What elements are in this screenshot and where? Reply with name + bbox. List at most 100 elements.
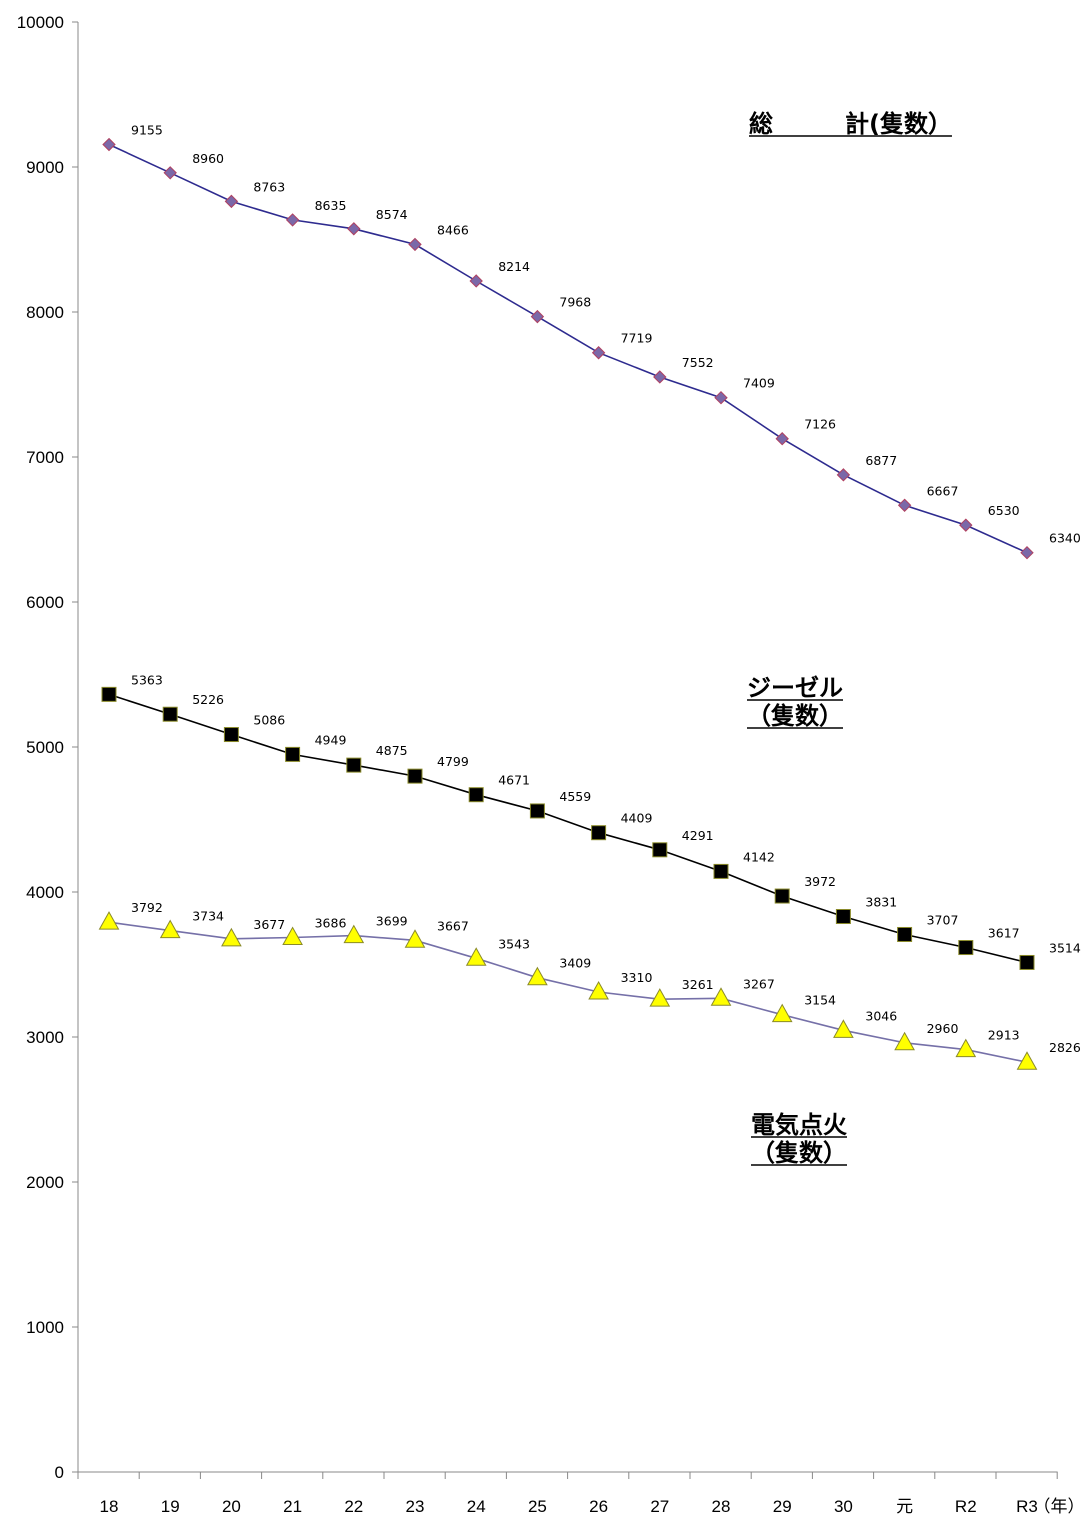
- data-label: 9155: [131, 123, 163, 138]
- x-tick-label: 18: [100, 1497, 119, 1516]
- series-3: 3792 3734 3677 3686 3699 3667 3543 3409 3310 3261…: [98, 900, 1081, 1070]
- data-label: 7968: [559, 295, 591, 310]
- series-1: 9155 8960 8763 8635 8574 8466 8214 7968 7719 7552…: [102, 123, 1081, 560]
- data-label: 3972: [804, 874, 836, 889]
- data-label: 3310: [621, 970, 653, 985]
- data-point: [101, 686, 117, 702]
- data-label: 7719: [621, 331, 653, 346]
- data-point: [404, 929, 426, 948]
- data-point: [224, 194, 239, 209]
- data-label: 3154: [804, 993, 836, 1008]
- data-point: [713, 863, 729, 879]
- legend-label: ジーゼル: [747, 674, 843, 702]
- data-label: 3667: [437, 918, 469, 933]
- x-tick-label: 21: [283, 1497, 302, 1516]
- data-label: 3267: [743, 976, 775, 991]
- data-point: [775, 432, 789, 446]
- data-label: 3831: [865, 895, 897, 910]
- data-point: [407, 768, 423, 784]
- data-point: [343, 924, 365, 944]
- data-point: [98, 911, 120, 930]
- data-point: [1019, 954, 1035, 970]
- y-tick-label: 0: [55, 1463, 64, 1482]
- data-point: [833, 1019, 854, 1038]
- data-point: [282, 926, 303, 946]
- x-tick-label: 29: [773, 1497, 792, 1516]
- data-label: 6530: [988, 503, 1020, 518]
- data-label: 5226: [192, 692, 224, 707]
- data-label: 4949: [315, 732, 347, 747]
- data-point: [652, 842, 668, 858]
- series-line: [108, 143, 1028, 554]
- y-tick-label: 6000: [26, 593, 64, 612]
- data-point: [714, 390, 728, 405]
- y-tick-label: 7000: [26, 448, 64, 467]
- x-tick-label: R2: [955, 1497, 977, 1516]
- data-label: 7409: [743, 376, 775, 391]
- y-tick-label: 2000: [26, 1173, 64, 1192]
- data-point: [346, 757, 362, 773]
- series-line: [108, 921, 1028, 1063]
- series-line: [108, 693, 1028, 964]
- data-label: 7552: [682, 355, 714, 370]
- data-point: [159, 919, 181, 939]
- data-label: 2960: [927, 1021, 959, 1036]
- data-label: 8574: [376, 207, 408, 222]
- data-point: [102, 137, 116, 152]
- data-label: 7126: [804, 417, 836, 432]
- data-label: 3617: [988, 926, 1020, 941]
- data-point: [347, 222, 361, 236]
- data-label: 6667: [927, 483, 959, 498]
- legend-entry-3: 電気点火（隻数）: [751, 1111, 847, 1167]
- data-label: 3409: [559, 956, 591, 971]
- data-label: 8214: [498, 259, 530, 274]
- data-point: [1016, 1051, 1038, 1070]
- data-point: [223, 727, 239, 743]
- data-label: 3686: [315, 916, 347, 931]
- x-tick-label: 26: [589, 1497, 608, 1516]
- data-point: [163, 166, 177, 180]
- legend-label: 総 計(隻数）: [749, 110, 952, 138]
- data-point: [530, 309, 545, 324]
- data-label: 3792: [131, 900, 163, 915]
- legend-entry-2: ジーゼル（隻数）: [747, 674, 843, 730]
- data-label: 6877: [865, 453, 897, 468]
- y-tick-label: 9000: [26, 158, 64, 177]
- x-tick-label: 30: [834, 1497, 853, 1516]
- x-axis-unit-label: （年）: [1034, 1497, 1085, 1516]
- data-point: [591, 825, 607, 841]
- data-point: [897, 926, 913, 942]
- axes: 0 1000 2000 3000 4000 5000 6000 7000 8000 9000 100…: [17, 13, 1085, 1516]
- data-label: 6340: [1049, 531, 1081, 546]
- data-label: 5086: [253, 713, 285, 728]
- data-point: [835, 909, 851, 925]
- data-label: 4291: [682, 828, 714, 843]
- data-point: [653, 370, 667, 384]
- y-tick-label: 1000: [26, 1318, 64, 1337]
- y-tick-label: 10000: [17, 13, 64, 32]
- y-tick-label: 5000: [26, 738, 64, 757]
- x-tick-label: 27: [650, 1497, 669, 1516]
- x-tick-label: 25: [528, 1497, 547, 1516]
- data-label: 3046: [865, 1008, 897, 1023]
- data-point: [162, 706, 178, 722]
- data-point: [771, 1003, 793, 1023]
- data-label: 8635: [315, 198, 347, 213]
- legend-label: （隻数）: [751, 1139, 847, 1167]
- x-tick-label: 元: [896, 1497, 913, 1516]
- data-label: 3543: [498, 936, 530, 951]
- data-label: 4671: [498, 773, 530, 788]
- data-point: [591, 346, 606, 360]
- y-tick-label: 8000: [26, 303, 64, 322]
- data-point: [955, 1038, 977, 1058]
- data-point: [468, 787, 484, 803]
- legend-entry-1: 総 計(隻数）: [749, 110, 952, 138]
- data-label: 3514: [1049, 940, 1081, 955]
- data-label: 2826: [1049, 1040, 1081, 1055]
- data-point: [894, 1031, 915, 1051]
- data-point: [469, 274, 483, 288]
- data-label: 4142: [743, 849, 775, 864]
- legend-label: 電気点火: [751, 1111, 847, 1139]
- data-label: 3677: [253, 917, 285, 932]
